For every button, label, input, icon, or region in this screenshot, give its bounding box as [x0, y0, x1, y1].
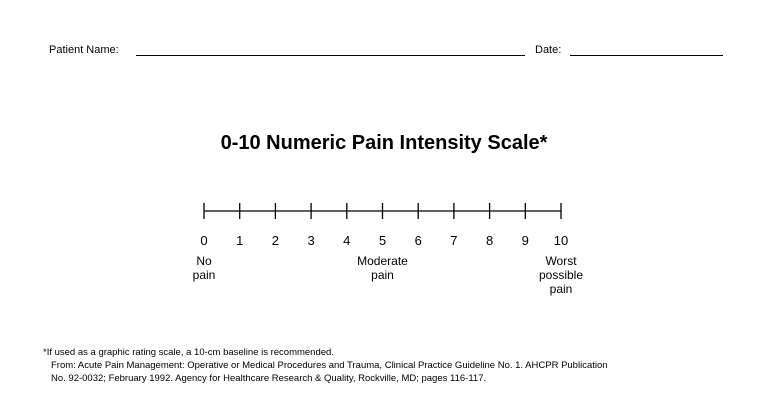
- tick-label-2: 2: [271, 233, 279, 248]
- tick-label-1: 1: [236, 233, 244, 248]
- footnote-line-2: From: Acute Pain Management: Operative o…: [51, 360, 608, 371]
- anchor-label-0: No pain: [192, 254, 216, 282]
- pain-scale-line: [203, 203, 562, 219]
- tick-label-7: 7: [450, 233, 458, 248]
- tick-label-8: 8: [485, 233, 494, 248]
- patient-name-field[interactable]: [136, 55, 525, 56]
- tick-label-0: 0: [200, 233, 208, 248]
- date-field[interactable]: [570, 55, 723, 56]
- tick-label-6: 6: [414, 233, 422, 248]
- tick-label-3: 3: [307, 233, 315, 248]
- anchor-label-10: Worst possible pain: [538, 254, 584, 296]
- tick-label-9: 9: [521, 233, 529, 248]
- anchor-label-5: Moderate pain: [357, 254, 408, 282]
- tick-label-10: 10: [553, 233, 569, 248]
- footnote-line-3: No. 92-0032; February 1992. Agency for H…: [51, 373, 487, 384]
- patient-name-label: Patient Name:: [49, 44, 119, 56]
- footnote-line-1: *If used as a graphic rating scale, a 10…: [43, 347, 334, 358]
- tick-label-4: 4: [343, 233, 351, 248]
- tick-label-5: 5: [378, 233, 387, 248]
- page-title: 0-10 Numeric Pain Intensity Scale*: [220, 132, 548, 154]
- date-label: Date:: [535, 44, 562, 56]
